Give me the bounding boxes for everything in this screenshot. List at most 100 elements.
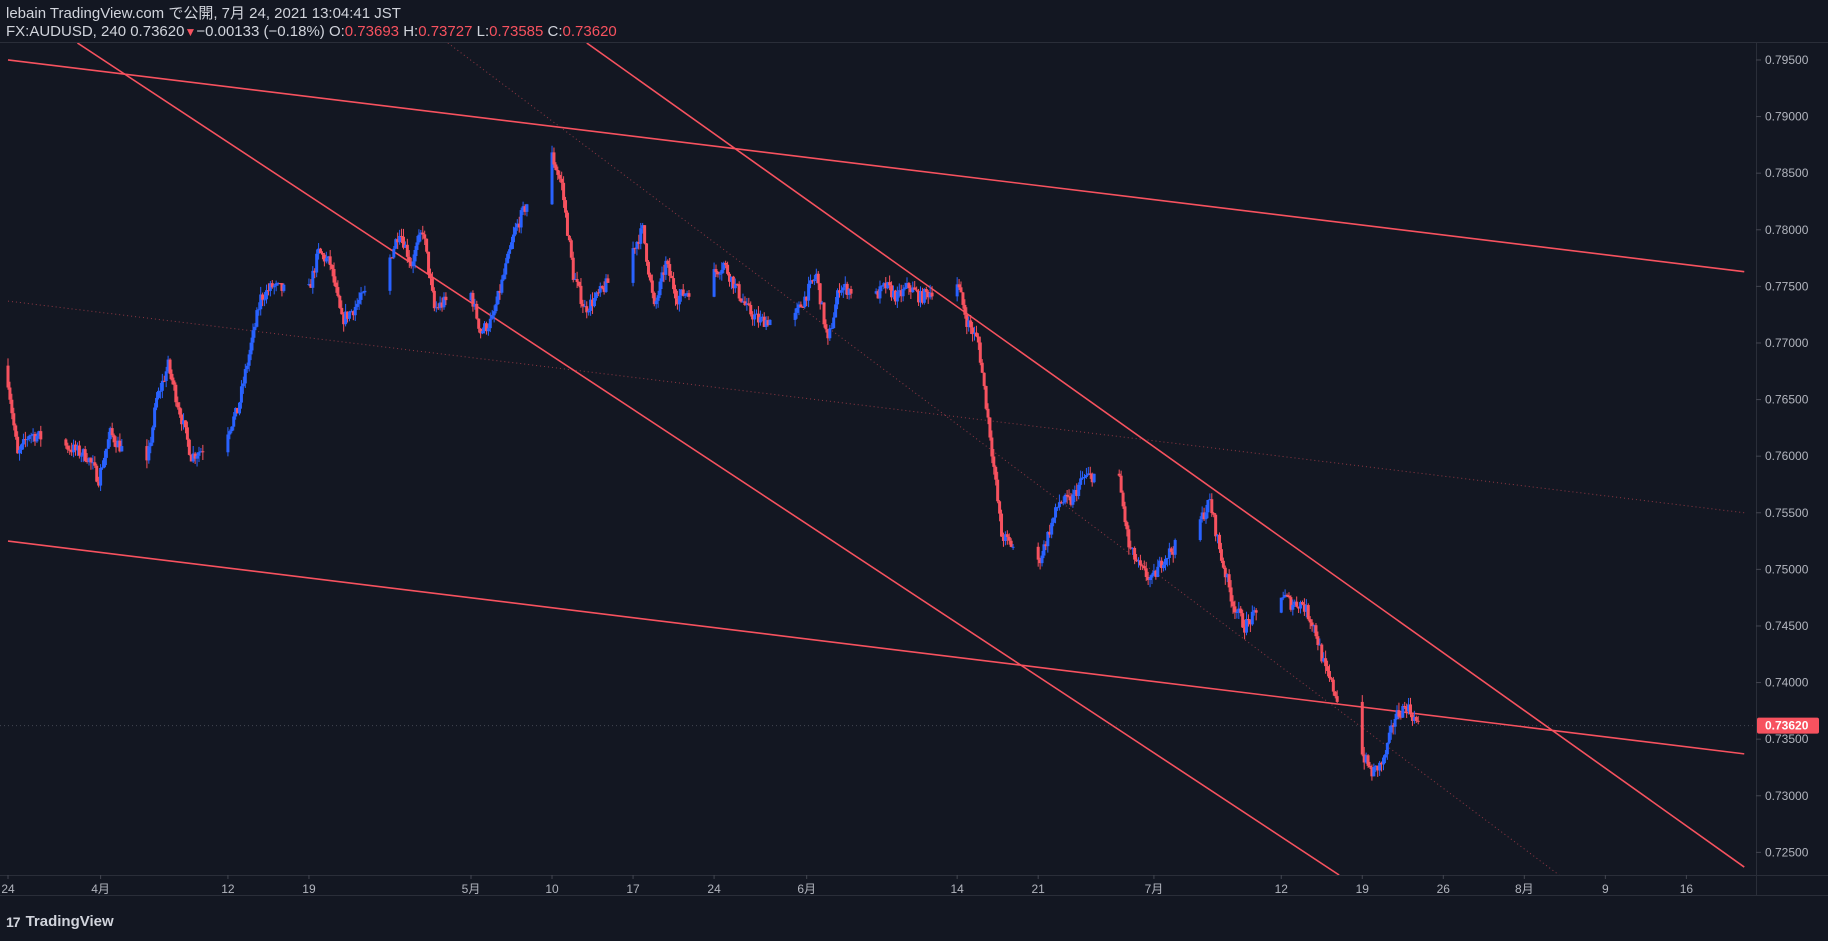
candle-body [1314,625,1318,637]
candle [955,277,959,302]
candle [405,238,409,263]
candle-body [909,288,913,293]
candle [963,299,967,319]
candle-body [847,288,851,295]
candle-body [880,285,884,287]
trendlines[interactable] [7,43,1745,875]
candle [1380,761,1384,772]
candle [643,225,647,245]
candle-body [681,289,685,296]
candle-body [409,261,413,267]
candle-body [992,456,996,467]
candle-body [1389,725,1393,733]
candle-body [1065,494,1069,497]
candle-body [986,408,990,418]
candle [270,280,274,289]
candle [606,274,610,283]
candle-body [1138,560,1142,566]
candle-body [841,287,845,291]
tradingview-footer[interactable]: 17 TradingView [6,913,114,930]
candle [980,359,984,374]
candle-body [739,298,743,302]
candle-body [1370,767,1374,777]
candle [683,293,687,299]
candle-body [1055,507,1059,509]
candle [585,301,589,319]
candle-body [1119,475,1123,493]
candle [1326,660,1330,677]
candlesticks [6,145,1420,781]
candle [21,433,25,450]
candle-body [197,452,201,456]
candle-body [575,279,579,282]
candle-body [718,273,722,275]
candle-body [1241,613,1245,628]
candle [153,403,157,431]
candle [118,433,122,453]
time-axis[interactable]: 24 4月 12 19 5月 10 17 24 6月 14 21 7月 12 19 26 8月 9 16 [1,875,1693,896]
x-tick-label: 21 [1031,882,1045,896]
candle [1285,593,1289,598]
candle [392,246,396,260]
candle [1378,760,1382,776]
candle-body [1246,619,1250,621]
candle [745,297,749,311]
candle [645,242,649,266]
candle [679,289,683,302]
candle [1218,532,1222,553]
candle [756,306,760,328]
candle [226,427,230,457]
candle-body [913,287,917,290]
candle [1314,623,1318,639]
candle [168,358,172,380]
candle [1171,546,1175,563]
price-axis[interactable]: 0.72500 0.73000 0.73500 0.74000 0.74500 0.750… [1756,53,1809,859]
candle-body [388,257,392,291]
candle [419,229,423,242]
candle [243,363,247,388]
candle-body [1086,473,1090,476]
candle [266,283,270,296]
plot-area[interactable] [0,43,1756,875]
x-tick-label: 16 [1680,882,1694,896]
candle [475,300,479,320]
candle [830,323,834,330]
candle [1391,722,1395,735]
y-tick-label: 0.75500 [1765,506,1809,520]
candle [1283,589,1287,598]
candle [1067,489,1071,501]
candle-body [199,451,203,453]
x-tick-label: 4月 [91,882,110,896]
candle [309,279,313,288]
candle [841,284,845,298]
candle-body [587,310,591,313]
candle-body [39,431,43,440]
candle [1129,540,1133,550]
candle [332,262,336,286]
candle [560,171,564,191]
candle [1092,473,1096,484]
candle [93,456,97,468]
candle [1248,619,1252,633]
candle [12,407,16,431]
candle [965,307,969,335]
candle [812,275,816,286]
candle-body [662,272,666,275]
candle-body [340,307,344,315]
candle-body [803,296,807,308]
candle [494,296,498,314]
candle-body [1054,507,1058,518]
candle-body [182,420,186,425]
candle [1374,765,1378,772]
candle-body [967,320,971,327]
candle-body [1173,540,1177,555]
candle-body [172,380,176,385]
candle [1071,489,1075,508]
candle [733,278,737,293]
candle-body [18,449,22,454]
candle [8,381,12,404]
candle [648,272,652,283]
candle-body [826,329,830,339]
candle [957,279,961,290]
